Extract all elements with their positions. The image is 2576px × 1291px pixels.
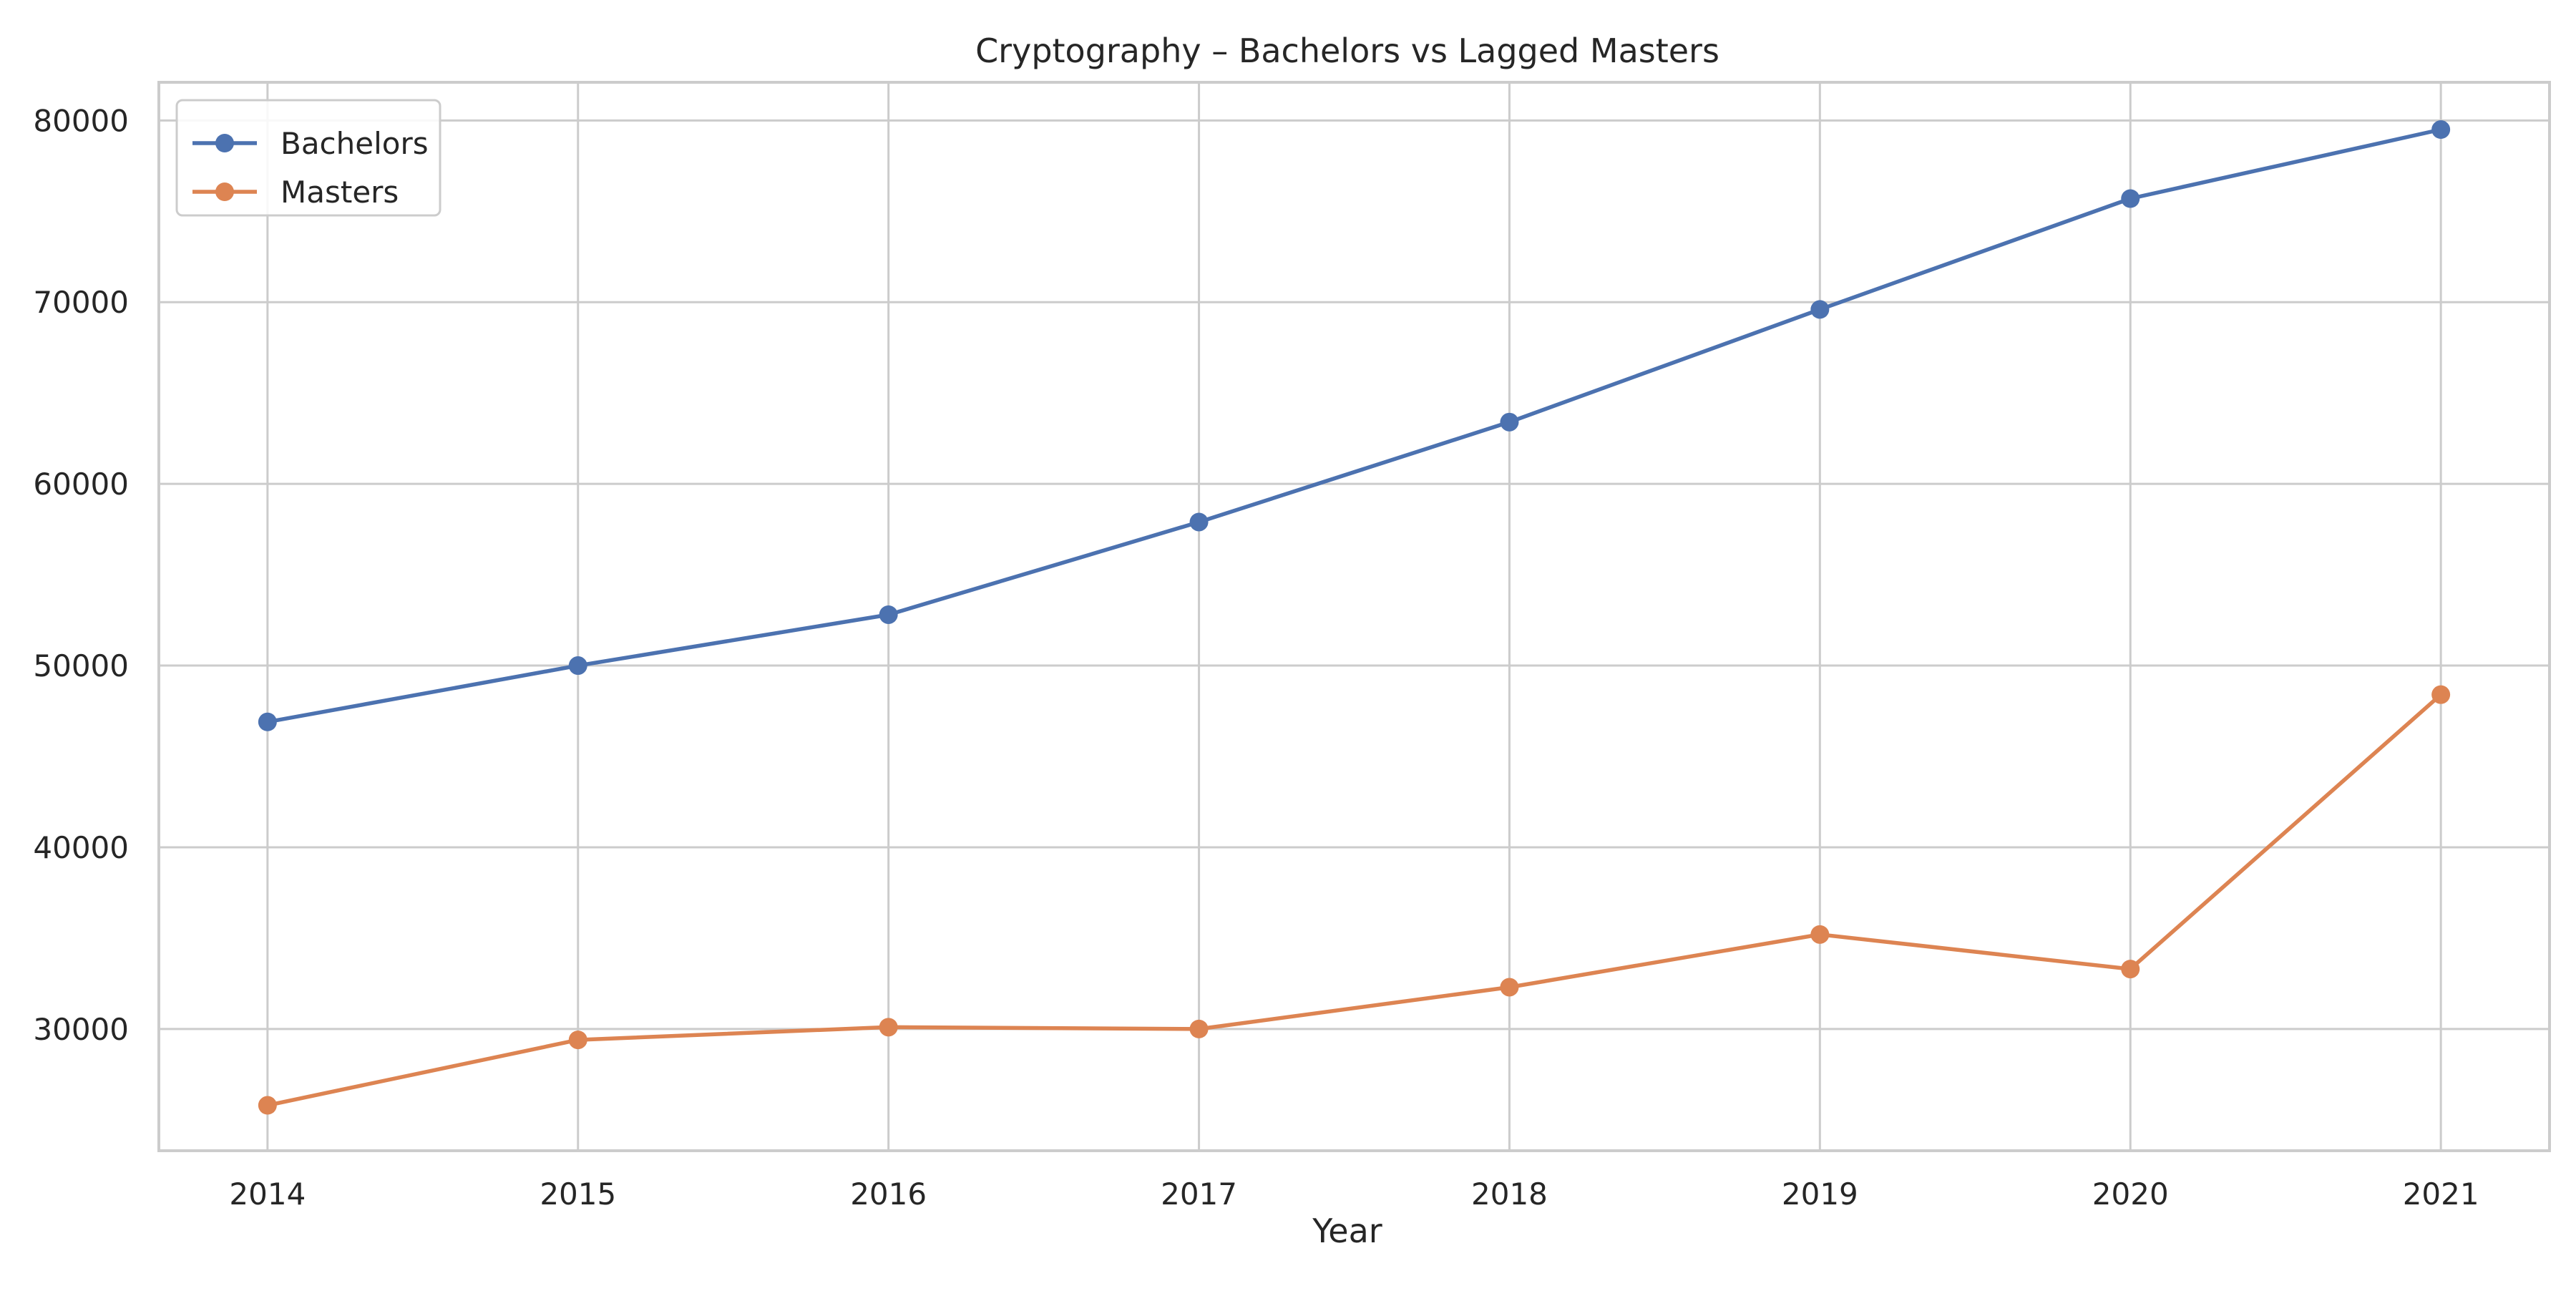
data-point-bachelors [2121,189,2140,208]
x-tick-label: 2020 [2092,1176,2169,1212]
data-point-bachelors [1500,412,1519,432]
x-tick-label: 2019 [1782,1176,1858,1212]
data-point-bachelors [568,656,587,676]
y-tick-label: 80000 [33,103,129,138]
legend-marker-masters [215,182,234,201]
x-tick-label: 2018 [1471,1176,1548,1212]
data-point-masters [258,1096,277,1115]
y-tick-label: 30000 [33,1012,129,1047]
series-bachelors [258,120,2451,731]
chart-title: Cryptography – Bachelors vs Lagged Maste… [975,31,1719,70]
series-group [258,120,2451,1115]
x-axis-label: Year [1312,1212,1382,1250]
legend-label-bachelors: Bachelors [280,126,429,161]
data-point-masters [568,1031,587,1050]
x-tick-label: 2015 [540,1176,616,1212]
data-point-masters [2431,685,2451,704]
plot-frame [157,81,2551,1152]
axes: 2014 2015 2016 2017 2018 2019 2020 2021 30000 400… [33,81,2551,1212]
legend-marker-bachelors [215,134,234,152]
series-line-masters [265,692,2443,1108]
data-point-bachelors [258,712,277,731]
x-tick-label: 2021 [2403,1176,2479,1212]
data-point-masters [1500,978,1519,997]
y-tick-label: 40000 [33,830,129,865]
data-point-masters [879,1018,898,1037]
y-tick-label: 70000 [33,285,129,320]
data-point-masters [1810,925,1830,944]
x-tick-label: 2014 [229,1176,306,1212]
x-tick-label: 2017 [1161,1176,1237,1212]
x-tick-label: 2016 [850,1176,927,1212]
legend: Bachelors Masters [175,99,441,217]
y-tick-label: 60000 [33,467,129,502]
series-line-bachelors [265,127,2443,724]
legend-box [175,99,441,217]
data-point-masters [2121,960,2140,979]
series-masters [258,685,2451,1115]
y-tick-label: 50000 [33,648,129,683]
data-point-bachelors [2431,120,2451,140]
data-point-masters [1189,1019,1209,1038]
data-point-bachelors [1189,512,1209,532]
data-point-bachelors [1810,300,1830,319]
data-point-bachelors [879,605,898,624]
legend-label-masters: Masters [280,175,399,210]
